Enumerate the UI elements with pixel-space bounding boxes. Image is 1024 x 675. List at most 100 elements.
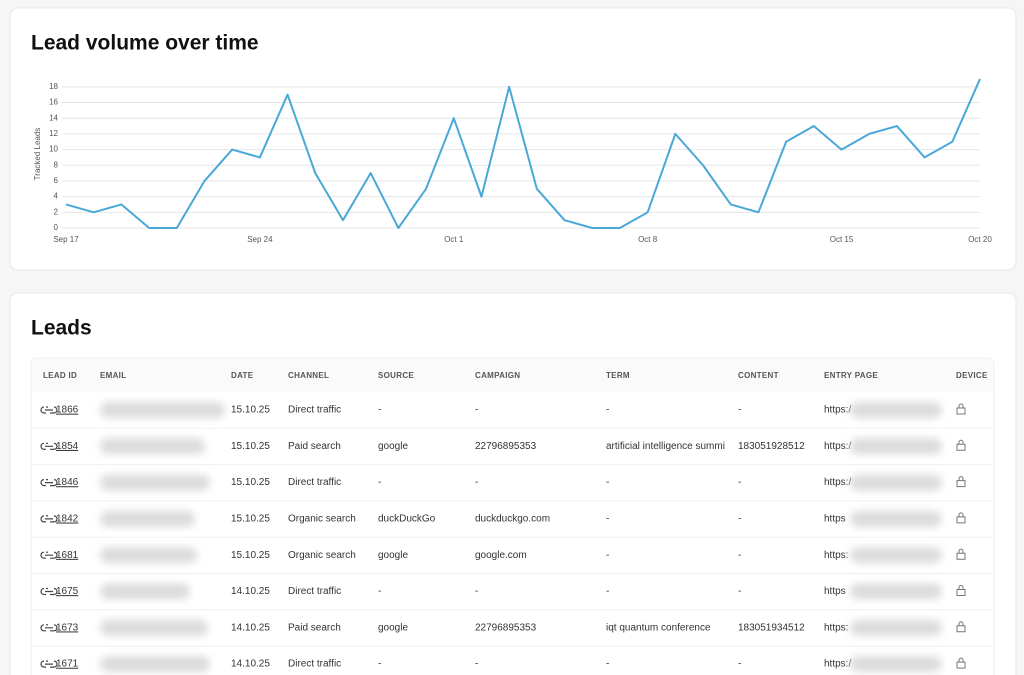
cell: - — [606, 550, 609, 561]
cell: https:/ — [824, 441, 851, 452]
device-icon — [956, 657, 966, 669]
cell: - — [606, 659, 609, 670]
cell: - — [738, 586, 741, 597]
cell: duckDuckGo — [378, 514, 436, 525]
cell: google — [378, 550, 408, 561]
lead-id-link[interactable]: 1675 — [56, 586, 79, 597]
cell: - — [738, 477, 741, 488]
link-icon — [40, 587, 58, 596]
cell: - — [378, 477, 381, 488]
device-icon — [956, 512, 966, 524]
cell: - — [475, 477, 478, 488]
device-icon — [956, 476, 966, 488]
column-header: LEAD ID — [43, 371, 77, 380]
table-title: Leads — [31, 317, 92, 340]
y-tick-label: 12 — [49, 129, 58, 138]
email-redacted — [100, 510, 195, 527]
cell: Direct traffic — [288, 659, 341, 670]
entry-redacted — [850, 547, 942, 564]
link-icon — [40, 406, 58, 414]
cell: Paid search — [288, 622, 341, 633]
cell: duckduckgo.com — [475, 514, 550, 525]
cell: https — [824, 586, 846, 597]
y-tick-label: 10 — [49, 145, 58, 154]
device-icon — [956, 548, 966, 560]
column-header: CHANNEL — [288, 371, 329, 380]
cell: 14.10.25 — [231, 659, 270, 670]
email-redacted — [100, 402, 225, 418]
link-icon — [40, 479, 58, 487]
email-redacted — [100, 583, 190, 600]
cell: - — [606, 514, 609, 525]
cell: 14.10.25 — [231, 586, 270, 597]
column-header: CAMPAIGN — [475, 371, 520, 380]
cell: 15.10.25 — [231, 405, 270, 416]
entry-redacted — [850, 619, 942, 636]
lead-id-link[interactable]: 1681 — [56, 550, 79, 561]
line-series — [65, 78, 981, 229]
lead-id-link[interactable]: 1671 — [56, 659, 79, 670]
column-header: DATE — [231, 371, 254, 380]
cell: - — [475, 586, 478, 597]
lead-id-link[interactable]: 1854 — [56, 441, 79, 452]
y-tick-label: 2 — [54, 207, 59, 216]
x-tick-label: Oct 20 — [968, 235, 992, 244]
lead-id-link[interactable]: 1673 — [56, 622, 79, 633]
table-box — [30, 357, 995, 675]
y-tick-label: 4 — [54, 192, 59, 201]
y-tick-label: 8 — [54, 160, 59, 169]
cell: Organic search — [288, 550, 356, 561]
link-icon — [40, 551, 58, 559]
y-tick-label: 18 — [49, 82, 58, 91]
cell: Paid search — [288, 441, 341, 452]
cell: - — [738, 550, 741, 561]
cell: - — [606, 586, 609, 597]
device-icon — [956, 585, 966, 596]
cell: 15.10.25 — [231, 514, 270, 525]
chart-card — [9, 7, 1017, 271]
lead-id-link[interactable]: 1866 — [56, 405, 79, 416]
link-icon — [40, 624, 58, 632]
lead-id-link[interactable]: 1846 — [56, 477, 79, 488]
table-header-bg — [32, 359, 993, 392]
column-header: CONTENT — [738, 371, 779, 380]
chart-title: Lead volume over time — [31, 32, 259, 55]
cell: 14.10.25 — [231, 622, 270, 633]
x-tick-label: Oct 1 — [444, 235, 464, 244]
lead-id-link[interactable]: 1842 — [56, 514, 79, 525]
cell: - — [475, 405, 478, 416]
entry-redacted — [850, 510, 942, 527]
cell: 22796895353 — [475, 622, 537, 633]
cell: 15.10.25 — [231, 477, 270, 488]
cell: https — [824, 514, 846, 525]
cell: 22796895353 — [475, 441, 537, 452]
cell: iqt quantum conference — [606, 622, 711, 633]
cell: google — [378, 622, 408, 633]
cell: - — [378, 659, 381, 670]
entry-redacted — [850, 402, 942, 418]
cell: 183051934512 — [738, 622, 805, 633]
cell: - — [738, 659, 741, 670]
cell: - — [378, 405, 381, 416]
cell: Direct traffic — [288, 586, 341, 597]
x-tick-label: Sep 17 — [53, 235, 79, 244]
cell: https:/ — [824, 477, 851, 488]
email-redacted — [100, 619, 208, 636]
cell: Organic search — [288, 514, 356, 525]
cell: https: — [824, 550, 848, 561]
cell: - — [738, 405, 741, 416]
email-redacted — [100, 438, 205, 455]
link-icon — [40, 515, 58, 523]
cell: - — [378, 586, 381, 597]
cell: google — [378, 441, 408, 452]
email-redacted — [100, 656, 210, 673]
column-header: DEVICE — [956, 371, 988, 380]
y-tick-label: 6 — [54, 176, 59, 185]
email-redacted — [100, 547, 197, 564]
entry-redacted — [850, 656, 942, 673]
device-icon — [956, 439, 966, 451]
y-tick-label: 0 — [54, 223, 59, 232]
column-header: EMAIL — [100, 371, 126, 380]
cell: - — [475, 659, 478, 670]
